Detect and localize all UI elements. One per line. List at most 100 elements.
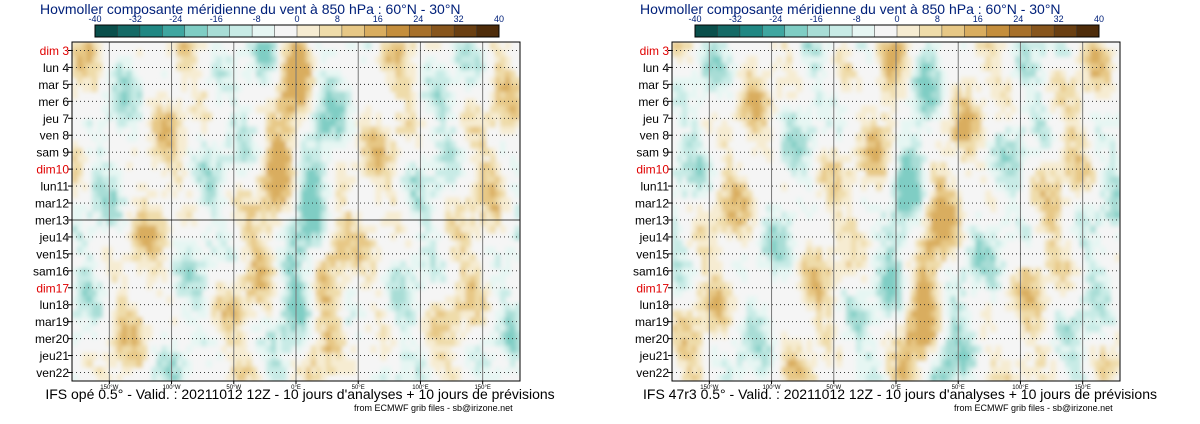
colorbar-swatch — [454, 25, 477, 37]
colorbar-swatch — [739, 25, 763, 37]
y-tick-label: mar 5 — [638, 78, 669, 92]
colorbar-swatch — [762, 25, 786, 37]
y-tick-label: mer13 — [635, 213, 669, 227]
y-tick-label: mer 6 — [638, 95, 669, 109]
chart-caption: IFS opé 0.5° - Valid. : 20211012 12Z - 1… — [45, 386, 555, 402]
colorbar-swatch — [476, 25, 500, 37]
colorbar-swatch — [852, 25, 875, 37]
colorbar-swatch — [784, 25, 808, 37]
x-tick-label: 0°E — [891, 385, 901, 391]
y-tick-label: ven22 — [636, 366, 669, 380]
x-tick-label: 50°E — [352, 385, 365, 391]
y-tick-label: mer20 — [635, 332, 669, 346]
colorbar-swatch — [162, 25, 186, 37]
colorbar-frame — [694, 24, 1100, 38]
y-tick-label: mer13 — [35, 213, 69, 227]
y-tick-label: dim17 — [36, 281, 69, 295]
colorbar-swatch — [807, 25, 830, 37]
x-tick-label: 100°W — [763, 385, 781, 391]
colorbar-tick-label: 32 — [454, 14, 464, 24]
y-tick-label: ven15 — [36, 247, 69, 261]
colorbar-swatch — [695, 25, 718, 37]
colorbar-swatch — [1054, 25, 1077, 37]
y-tick-label: jeu 7 — [42, 112, 69, 126]
y-tick-label: jeu21 — [39, 349, 70, 363]
colorbar-tick-label: 40 — [1094, 14, 1104, 24]
x-tick-label: 100°W — [163, 385, 181, 391]
y-tick-label: mer 6 — [38, 95, 69, 109]
colorbar-swatch — [964, 25, 988, 37]
colorbar-swatch — [229, 25, 253, 37]
y-tick-label: mar19 — [35, 315, 69, 329]
colorbar-tick-label: 8 — [935, 14, 940, 24]
y-tick-label: dim10 — [36, 163, 69, 177]
y-tick-label: dim 3 — [640, 44, 670, 58]
colorbar-swatch — [1076, 25, 1100, 37]
hovmoller-panel-ifs-47r3: Hovmoller composante méridienne du vent … — [600, 0, 1200, 424]
y-tick-label: lun11 — [41, 180, 70, 194]
colorbar-tick-label: 40 — [494, 14, 504, 24]
colorbar-frame — [94, 24, 500, 38]
plot-frame — [671, 41, 1121, 382]
colorbar-swatch — [874, 25, 898, 37]
colorbar-tick-label: 0 — [294, 14, 299, 24]
colorbar-tick-label: 8 — [335, 14, 340, 24]
y-tick-label: ven 8 — [640, 129, 670, 143]
x-tick-label: 150°W — [100, 385, 118, 391]
colorbar-tick-label: -16 — [810, 14, 823, 24]
x-tick-label: 150°E — [1074, 385, 1090, 391]
y-tick-label: sam 9 — [36, 146, 69, 160]
colorbar-swatch — [341, 25, 365, 37]
colorbar-swatch — [297, 25, 320, 37]
y-tick-label: ven15 — [636, 247, 669, 261]
x-tick-label: 150°E — [474, 385, 490, 391]
y-tick-label: dim 3 — [40, 44, 70, 58]
hovmoller-chart: -40 -32 -24 -16 -8 0 8 16 24 32 40 dim 3 lun 4 mar 5 m… — [633, 14, 1121, 391]
colorbar-swatch — [829, 25, 853, 37]
y-tick-label: mar12 — [635, 197, 669, 211]
colorbar-tick-label: -32 — [729, 14, 742, 24]
colorbar-swatch — [717, 25, 741, 37]
chart-caption: IFS 47r3 0.5° - Valid. : 20211012 12Z - … — [643, 386, 1157, 402]
colorbar-swatch — [897, 25, 920, 37]
y-tick-label: lun11 — [641, 180, 670, 194]
colorbar-swatch — [919, 25, 943, 37]
y-tick-label: sam 9 — [636, 146, 669, 160]
colorbar-swatch — [95, 25, 118, 37]
colorbar-swatch — [319, 25, 343, 37]
x-tick-label: 100°E — [412, 385, 428, 391]
y-tick-label: jeu21 — [639, 349, 670, 363]
colorbar-swatch — [1009, 25, 1032, 37]
y-tick-label: mar19 — [635, 315, 669, 329]
colorbar-swatch — [1031, 25, 1055, 37]
colorbar-tick-label: -8 — [853, 14, 861, 24]
colorbar-tick-label: -40 — [88, 14, 101, 24]
colorbar-swatch — [386, 25, 410, 37]
colorbar: -40 -32 -24 -16 -8 0 8 16 24 32 40 — [88, 14, 504, 38]
x-tick-label: 150°W — [700, 385, 718, 391]
colorbar-swatch — [986, 25, 1010, 37]
colorbar-swatch — [364, 25, 388, 37]
y-tick-label: lun18 — [640, 298, 670, 312]
y-tick-label: sam16 — [33, 264, 69, 278]
y-tick-label: jeu 7 — [642, 112, 669, 126]
y-tick-label: ven22 — [36, 366, 69, 380]
y-tick-label: dim17 — [636, 281, 669, 295]
colorbar-tick-label: 32 — [1054, 14, 1064, 24]
colorbar-tick-label: -8 — [253, 14, 261, 24]
colorbar-swatch — [409, 25, 432, 37]
hovmoller-panel-ifs-ope: Hovmoller composante méridienne du vent … — [33, 1, 555, 413]
y-tick-label: mar12 — [35, 197, 69, 211]
hovmoller-chart: -40 -32 -24 -16 -8 0 8 16 24 32 40 dim 3 lun 4 mar 5 m… — [33, 14, 521, 391]
colorbar-swatch — [139, 25, 163, 37]
y-tick-label: lun18 — [40, 298, 70, 312]
source-credit: from ECMWF grib files - sb@irizone.net — [954, 403, 1113, 413]
wind-field — [72, 42, 520, 381]
x-tick-label: 100°E — [1012, 385, 1028, 391]
y-tick-label: mer20 — [35, 332, 69, 346]
colorbar-swatch — [207, 25, 230, 37]
colorbar-tick-label: -24 — [169, 14, 182, 24]
plot-frame — [71, 41, 521, 382]
chart-title: Hovmoller composante méridienne du vent … — [640, 1, 1061, 17]
colorbar-swatch — [252, 25, 275, 37]
